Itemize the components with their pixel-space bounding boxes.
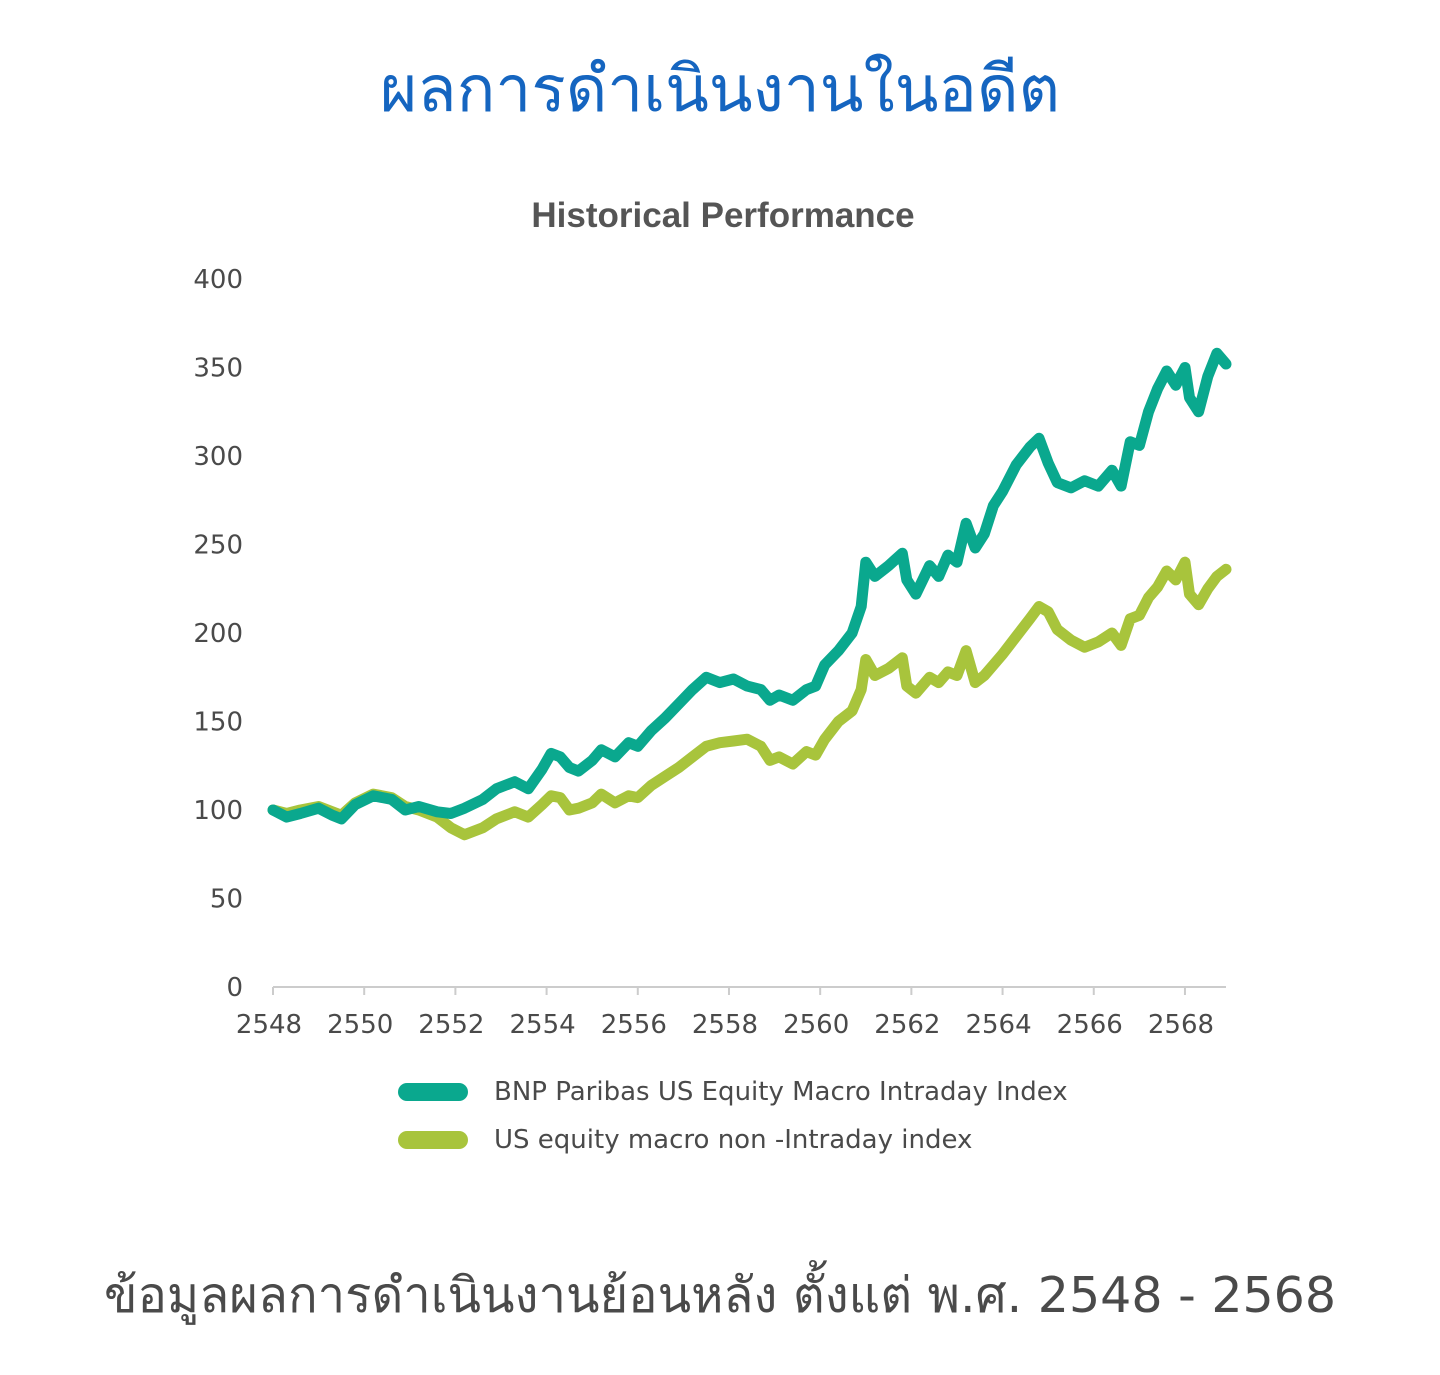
x-tick-label: 2562 [874, 1010, 940, 1040]
y-tick-label: 200 [193, 619, 243, 649]
series-line-non-intraday [267, 556, 1232, 841]
x-tick-label: 2560 [783, 1010, 849, 1040]
x-tick-label: 2554 [510, 1010, 576, 1040]
y-tick-label: 350 [193, 354, 243, 384]
y-tick-label: 250 [193, 531, 243, 561]
x-tick-label: 2548 [236, 1010, 302, 1040]
chart-title: Historical Performance [531, 196, 915, 235]
legend-item-intraday: BNP Paribas US Equity Macro Intraday Ind… [398, 1072, 1068, 1112]
x-tick-label: 2558 [692, 1010, 758, 1040]
x-tick-label: 2556 [601, 1010, 667, 1040]
y-tick-label: 0 [226, 973, 243, 1003]
x-tick-label: 2566 [1057, 1010, 1123, 1040]
legend-label-non-intraday: US equity macro non -Intraday index [494, 1125, 973, 1155]
legend-swatch-non-intraday [398, 1131, 468, 1149]
series-line-intraday [267, 347, 1232, 825]
y-tick-label: 150 [193, 708, 243, 738]
y-tick-label: 100 [193, 796, 243, 826]
legend-label-intraday: BNP Paribas US Equity Macro Intraday Ind… [494, 1077, 1068, 1107]
x-tick-label: 2552 [418, 1010, 484, 1040]
x-tick-label: 2568 [1148, 1010, 1214, 1040]
legend-swatch-intraday [398, 1083, 468, 1101]
series-group [267, 347, 1232, 841]
y-tick-label: 50 [210, 885, 243, 915]
y-axis: 0 50 100 150 200 250 300 350 400 [193, 265, 243, 1003]
y-tick-label: 400 [193, 265, 243, 295]
x-tick-label: 2550 [327, 1010, 393, 1040]
page-heading: ผลการดำเนินงานในอดีต [379, 53, 1061, 127]
legend-item-non-intraday: US equity macro non -Intraday index [398, 1120, 972, 1160]
y-tick-label: 300 [193, 442, 243, 472]
x-tick-label: 2564 [965, 1010, 1031, 1040]
footer-note: ข้อมูลผลการดำเนินงานย้อนหลัง ตั้งแต่ พ.ศ… [103, 1267, 1337, 1324]
x-axis: 2548 2550 2552 2554 2556 2558 2560 2562 2564 2566… [236, 986, 1226, 1040]
